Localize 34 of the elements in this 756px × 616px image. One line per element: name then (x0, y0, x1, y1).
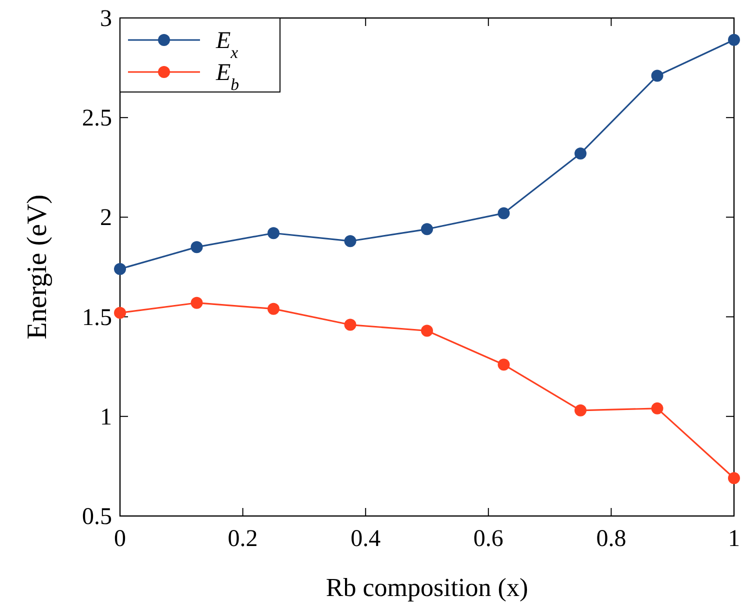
point (498, 207, 510, 220)
legend-label: E$_{x}$ (215, 28, 239, 62)
y-tick-label: 2 (100, 205, 112, 232)
legend-label: E$_{b}$ (215, 60, 240, 94)
y-tick-label: 3 (100, 6, 112, 32)
y-tick-label: 0.5 (82, 504, 112, 530)
point (421, 324, 433, 337)
point (190, 296, 203, 309)
y-tick-label: 1 (100, 404, 112, 430)
x-tick-label: 0.8 (596, 526, 626, 552)
point (421, 223, 433, 236)
point (114, 306, 126, 319)
point (344, 235, 356, 248)
x-axis-title: Rb composition (x) (326, 573, 528, 602)
point (344, 318, 356, 331)
x-tick-label: 1 (728, 526, 740, 552)
point (114, 262, 126, 275)
x-tick-label: 0.2 (228, 526, 258, 552)
point (190, 241, 203, 254)
point (728, 34, 740, 46)
point (651, 402, 664, 414)
y-tick-label: 1.5 (82, 304, 112, 331)
y-axis-title: Energie (eV) (22, 194, 53, 340)
point (651, 70, 664, 82)
x-tick-label: 0 (114, 526, 126, 552)
point (574, 404, 586, 416)
x-tick-label: 0.4 (350, 526, 381, 552)
point (268, 227, 280, 240)
y-tick-label: 2.5 (82, 106, 112, 132)
point (574, 147, 586, 160)
point (498, 358, 510, 371)
point (268, 302, 280, 315)
x-tick-label: 0.6 (473, 526, 504, 552)
point (728, 472, 740, 484)
